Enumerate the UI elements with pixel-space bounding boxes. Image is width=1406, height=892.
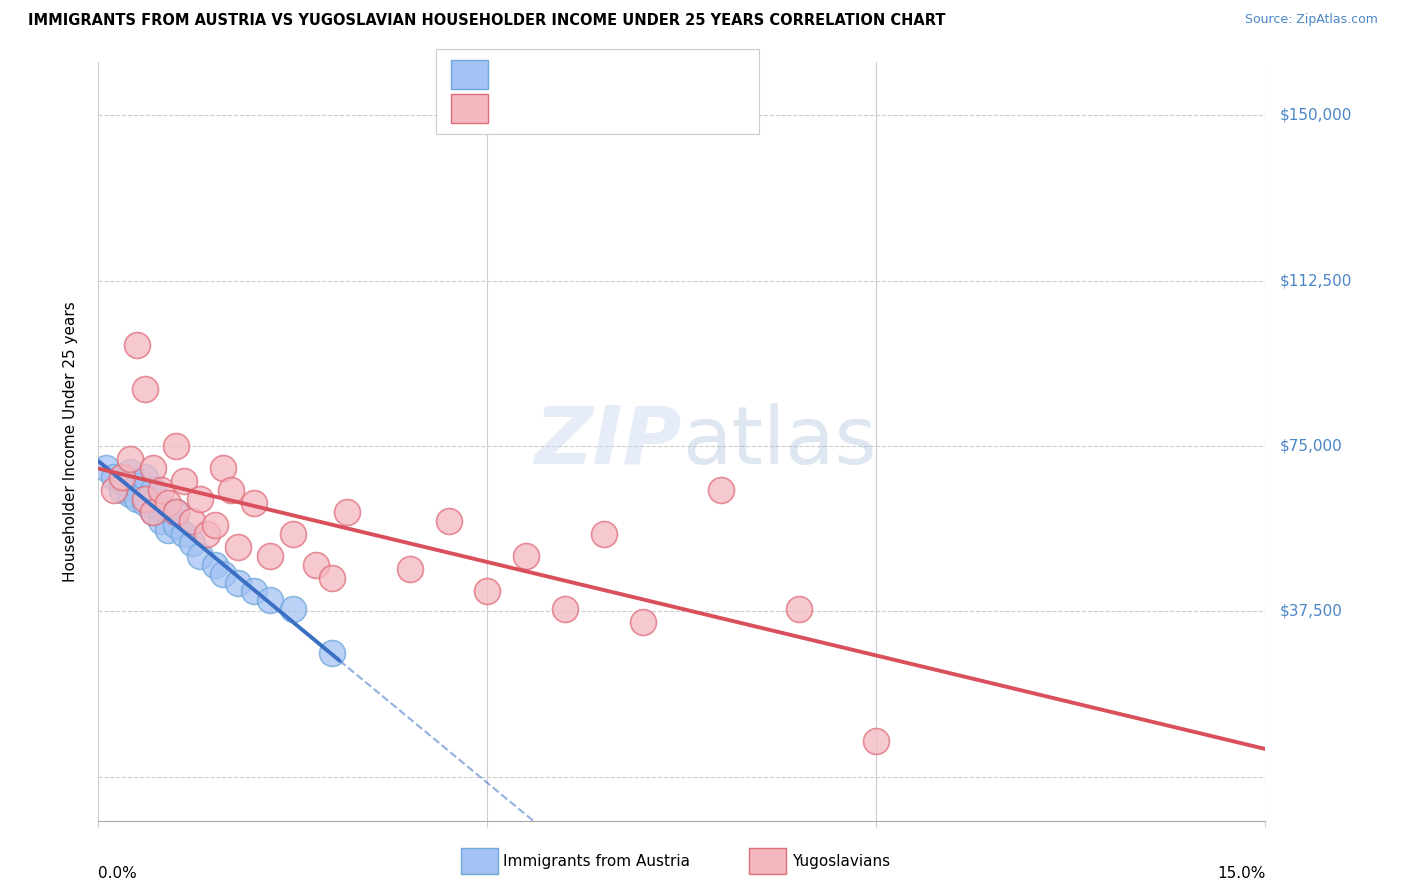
- Text: IMMIGRANTS FROM AUSTRIA VS YUGOSLAVIAN HOUSEHOLDER INCOME UNDER 25 YEARS CORRELA: IMMIGRANTS FROM AUSTRIA VS YUGOSLAVIAN H…: [28, 13, 946, 29]
- Text: Immigrants from Austria: Immigrants from Austria: [503, 855, 690, 869]
- Text: R =: R =: [494, 100, 527, 115]
- Point: [219, 483, 242, 497]
- Point: [515, 549, 537, 563]
- Point: [259, 549, 281, 563]
- Point: [103, 483, 125, 497]
- Point: [631, 615, 654, 630]
- Point: [437, 514, 460, 528]
- Point: [103, 470, 125, 484]
- Text: $112,500: $112,500: [1279, 273, 1351, 288]
- Text: N =: N =: [605, 100, 638, 115]
- Point: [281, 602, 304, 616]
- Point: [321, 571, 343, 585]
- Point: [149, 500, 172, 515]
- Point: [165, 518, 187, 533]
- Point: [204, 518, 226, 533]
- Point: [212, 566, 235, 581]
- Text: −0.129: −0.129: [524, 100, 585, 115]
- Point: [710, 483, 733, 497]
- Point: [134, 382, 156, 396]
- Text: $150,000: $150,000: [1279, 108, 1351, 123]
- Text: N =: N =: [605, 66, 638, 81]
- Point: [111, 483, 134, 497]
- Point: [142, 483, 165, 497]
- Point: [593, 527, 616, 541]
- Point: [165, 439, 187, 453]
- Point: [165, 505, 187, 519]
- Point: [336, 505, 359, 519]
- Point: [259, 593, 281, 607]
- Point: [127, 478, 149, 492]
- Point: [477, 584, 499, 599]
- Point: [865, 734, 887, 748]
- Point: [180, 514, 202, 528]
- Point: [321, 646, 343, 660]
- Point: [142, 505, 165, 519]
- Text: −0.254: −0.254: [524, 66, 585, 81]
- Y-axis label: Householder Income Under 25 years: Householder Income Under 25 years: [63, 301, 77, 582]
- Point: [188, 549, 211, 563]
- Text: $37,500: $37,500: [1279, 604, 1343, 619]
- Point: [228, 575, 250, 590]
- Point: [157, 496, 180, 510]
- Point: [127, 491, 149, 506]
- Point: [173, 474, 195, 488]
- Point: [118, 487, 141, 501]
- Point: [195, 527, 218, 541]
- Point: [787, 602, 810, 616]
- Text: R =: R =: [494, 66, 527, 81]
- Point: [243, 496, 266, 510]
- Point: [281, 527, 304, 541]
- Point: [127, 337, 149, 351]
- Point: [142, 461, 165, 475]
- Point: [180, 536, 202, 550]
- Point: [305, 558, 328, 572]
- Point: [212, 461, 235, 475]
- Text: 15.0%: 15.0%: [1218, 866, 1265, 881]
- Point: [398, 562, 420, 576]
- Point: [243, 584, 266, 599]
- Point: [173, 527, 195, 541]
- Point: [228, 541, 250, 555]
- Text: $75,000: $75,000: [1279, 439, 1343, 453]
- Point: [118, 466, 141, 480]
- Point: [157, 523, 180, 537]
- Point: [149, 514, 172, 528]
- Point: [134, 470, 156, 484]
- Point: [111, 474, 134, 488]
- Point: [554, 602, 576, 616]
- Text: 0.0%: 0.0%: [98, 866, 138, 881]
- Point: [204, 558, 226, 572]
- Text: Yugoslavians: Yugoslavians: [792, 855, 890, 869]
- Text: 27: 27: [637, 66, 658, 81]
- Point: [165, 505, 187, 519]
- Text: Source: ZipAtlas.com: Source: ZipAtlas.com: [1244, 13, 1378, 27]
- Text: ZIP: ZIP: [534, 402, 682, 481]
- Point: [118, 452, 141, 467]
- Point: [134, 496, 156, 510]
- Point: [96, 461, 118, 475]
- Text: atlas: atlas: [682, 402, 876, 481]
- Point: [188, 491, 211, 506]
- Point: [111, 470, 134, 484]
- Text: 36: 36: [637, 100, 658, 115]
- Point: [149, 483, 172, 497]
- Point: [142, 505, 165, 519]
- Point: [134, 491, 156, 506]
